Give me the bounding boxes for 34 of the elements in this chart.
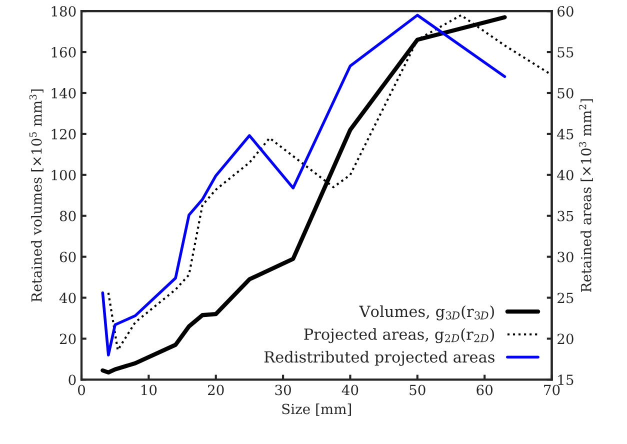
y2-tick-label: 55 <box>558 47 574 58</box>
y-tick-label: 60 <box>60 252 76 262</box>
y-tick-label: 180 <box>52 6 76 17</box>
x-axis-title: Size [mm] <box>282 403 351 416</box>
y2-tick-label: 15 <box>558 374 574 386</box>
legend-label: Redistributed projected areas <box>264 350 494 366</box>
y2-tick-label: 60 <box>558 6 574 17</box>
x-tick-label: 60 <box>476 384 492 396</box>
y-tick-label: 160 <box>52 47 76 58</box>
legend-label: Volumes, g$_{3D}$(r$_{3D}$) <box>359 305 494 320</box>
y2-tick-label: 20 <box>558 334 574 344</box>
y-tick-label: 120 <box>52 128 76 140</box>
y2-tick-label: 50 <box>558 88 574 98</box>
y2-tick-label: 40 <box>557 170 574 180</box>
y-tick-label: 0 <box>68 374 76 386</box>
y-tick-label: 100 <box>52 170 76 180</box>
x-tick-label: 70 <box>544 384 560 396</box>
y-axis-title: Retained volumes [×10$^{5}$ mm$^{3}$] <box>29 89 44 302</box>
y-tick-label: 20 <box>60 334 76 344</box>
y-tick-label: 40 <box>59 292 76 304</box>
y2-tick-label: 45 <box>557 128 574 140</box>
legend-label: Projected areas, g$_{2D}$(r$_{2D}$) <box>304 328 494 344</box>
y2-tick-label: 35 <box>558 210 574 222</box>
y2-axis-title: Retained areas [×10$^{3}$ mm$^{2}$] <box>578 99 593 292</box>
x-tick-label: 50 <box>410 384 426 396</box>
x-tick-label: 10 <box>142 384 157 396</box>
y2-tick-label: 30 <box>558 252 574 262</box>
y2-tick-label: 25 <box>558 292 574 304</box>
x-tick-label: 0 <box>78 384 86 396</box>
x-tick-label: 40 <box>342 384 358 396</box>
x-tick-label: 20 <box>208 384 224 396</box>
y-tick-label: 140 <box>52 88 76 98</box>
x-tick-label: 30 <box>275 384 291 396</box>
y-tick-label: 80 <box>60 210 76 222</box>
